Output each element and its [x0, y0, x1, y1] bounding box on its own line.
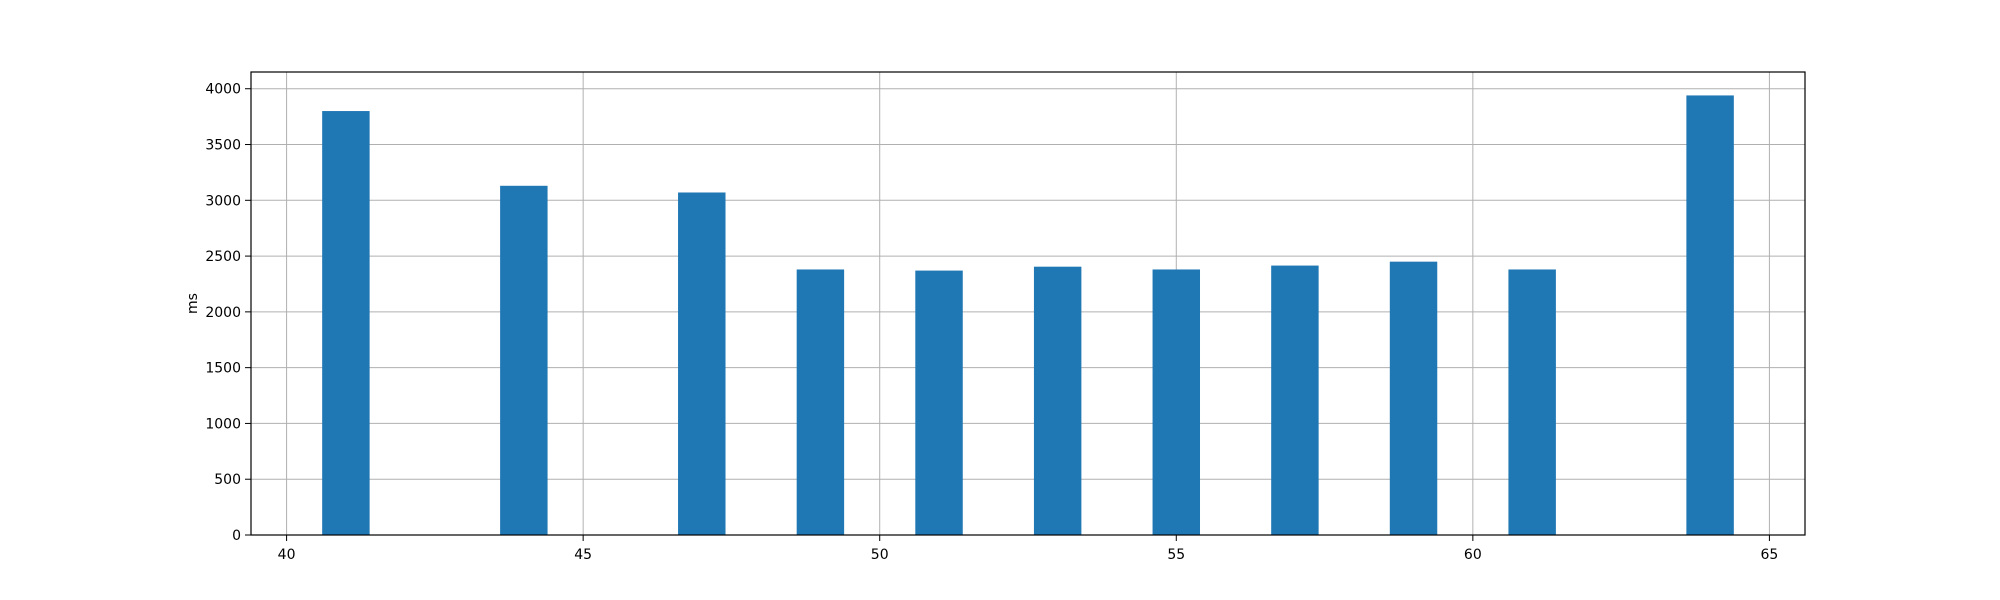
y-tick-label: 1500 [205, 361, 241, 377]
bar [1389, 261, 1438, 535]
y-axis-label: ms [185, 293, 201, 314]
x-tick-label: 45 [574, 547, 592, 563]
plot-area-frame [250, 71, 1806, 536]
y-tick-label: 2500 [205, 249, 241, 265]
bar [1033, 266, 1082, 535]
y-tick-label: 2000 [205, 305, 241, 321]
y-tick-label: 3000 [205, 193, 241, 209]
bar [500, 185, 548, 535]
y-tick-label: 0 [232, 528, 241, 544]
x-tick-label: 65 [1760, 547, 1778, 563]
bar [322, 111, 370, 536]
y-tick-label: 1000 [205, 416, 241, 432]
x-tick-label: 50 [871, 547, 889, 563]
grid-lines [251, 72, 1805, 536]
bar [678, 192, 726, 535]
bar [1271, 265, 1319, 535]
bars [322, 95, 1734, 536]
x-tick-label: 40 [278, 547, 296, 563]
bar [915, 270, 963, 535]
bar [1686, 95, 1734, 535]
y-tick-label: 3500 [205, 138, 241, 154]
y-tick-label: 500 [214, 472, 241, 488]
x-tick-label: 60 [1464, 547, 1482, 563]
x-tick-label: 55 [1167, 547, 1185, 563]
y-axis-ticks: 0 500 1000 1500 2000 2500 3000 3500 4000 [205, 82, 251, 544]
x-axis-ticks: 40 45 50 55 60 65 [278, 535, 1778, 563]
bar [1152, 269, 1201, 535]
bar [1508, 269, 1556, 535]
y-tick-label: 4000 [205, 82, 241, 98]
bar [796, 269, 845, 535]
